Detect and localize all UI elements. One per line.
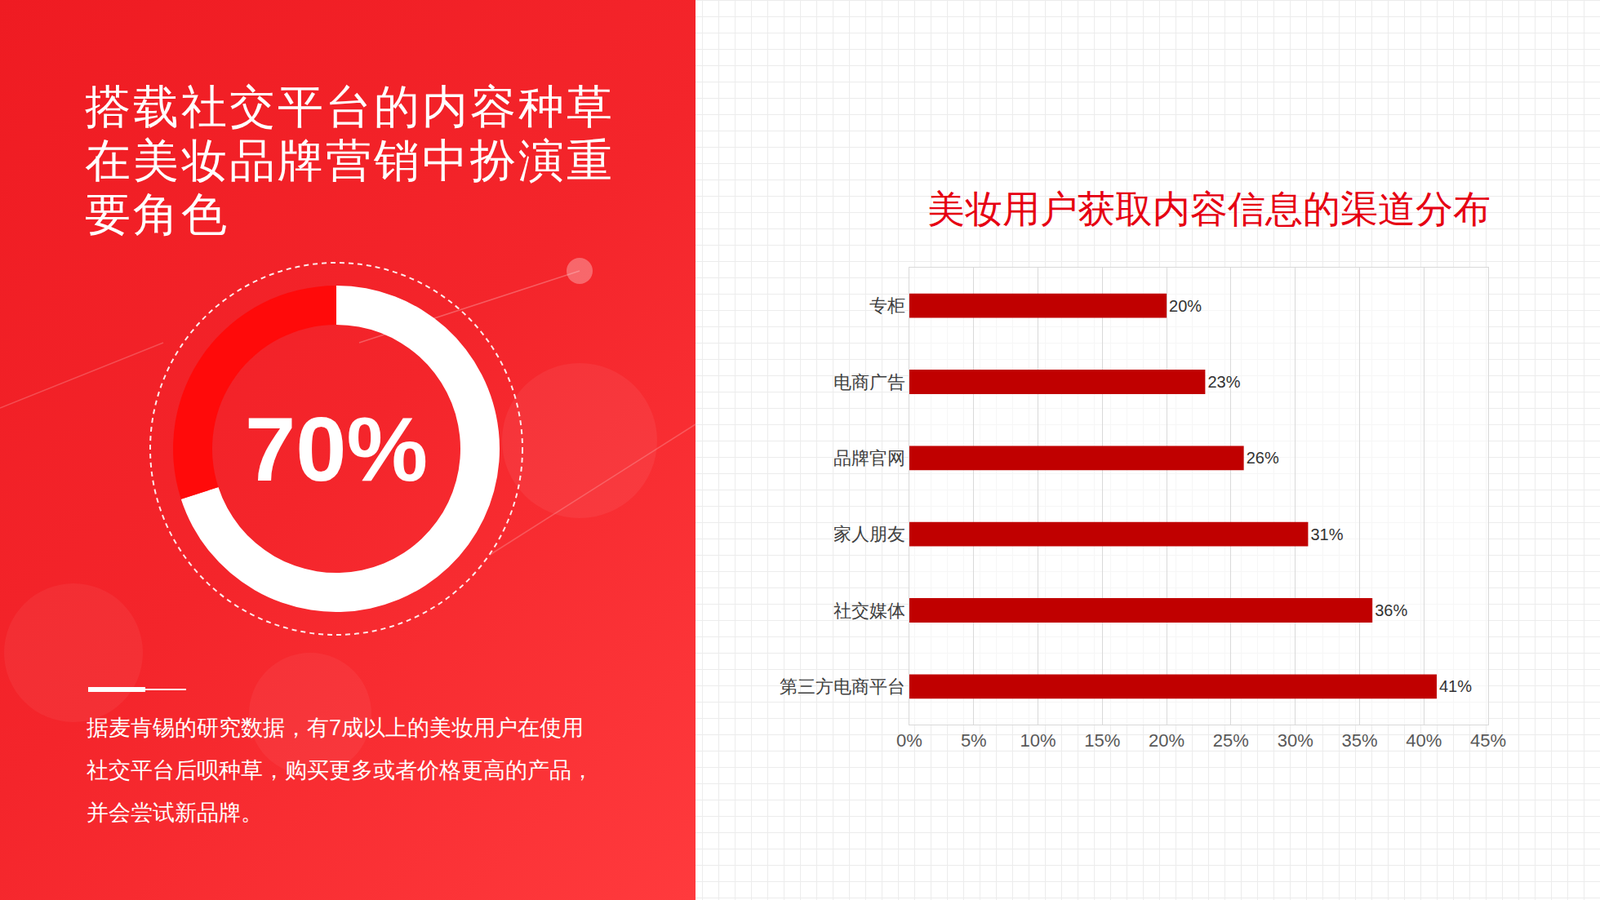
- svg-text:45%: 45%: [1470, 730, 1507, 752]
- svg-text:20%: 20%: [1148, 730, 1185, 752]
- svg-text:20%: 20%: [1168, 297, 1202, 316]
- html-text:在美妆品牌营销中扮演重: 在美妆品牌营销中扮演重: [84, 133, 615, 187]
- html-text:并会尝试新品牌。: 并会尝试新品牌。: [86, 800, 263, 826]
- svg-text:美妆用户获取内容信息的渠道分布: 美妆用户获取内容信息的渠道分布: [927, 187, 1491, 231]
- svg-text:30%: 30%: [1277, 730, 1314, 752]
- svg-text:35%: 35%: [1341, 730, 1378, 752]
- svg-text:25%: 25%: [1213, 730, 1249, 752]
- svg-text:36%: 36%: [1374, 601, 1408, 620]
- html-text:搭载社交平台的内容种草: 搭载社交平台的内容种草: [84, 80, 615, 134]
- svg-text:41%: 41%: [1439, 677, 1472, 696]
- svg-text:10%: 10%: [1020, 730, 1057, 752]
- svg-text:31%: 31%: [1310, 525, 1343, 544]
- svg-text:70%: 70%: [244, 398, 428, 501]
- svg-text:26%: 26%: [1246, 448, 1280, 467]
- svg-text:专柜: 专柜: [869, 295, 906, 316]
- svg-text:15%: 15%: [1084, 730, 1120, 752]
- svg-text:家人朋友: 家人朋友: [833, 524, 906, 545]
- svg-text:40%: 40%: [1405, 730, 1442, 752]
- html-text:要角色: 要角色: [84, 187, 230, 241]
- svg-text:23%: 23%: [1207, 373, 1240, 392]
- svg-text:品牌官网: 品牌官网: [833, 448, 906, 469]
- svg-text:电商广告: 电商广告: [833, 372, 906, 393]
- svg-text:第三方电商平台: 第三方电商平台: [779, 676, 906, 698]
- html-text:社交平台后呗种草，购买更多或者价格更高的产品，: 社交平台后呗种草，购买更多或者价格更高的产品，: [86, 758, 594, 783]
- html-text:据麦肯锡的研究数据，有7成以上的美妆用户在使用: 据麦肯锡的研究数据，有7成以上的美妆用户在使用: [86, 715, 584, 741]
- svg-text:5%: 5%: [960, 730, 987, 752]
- svg-text:社交媒体: 社交媒体: [833, 600, 906, 622]
- svg-text:0%: 0%: [896, 730, 923, 752]
